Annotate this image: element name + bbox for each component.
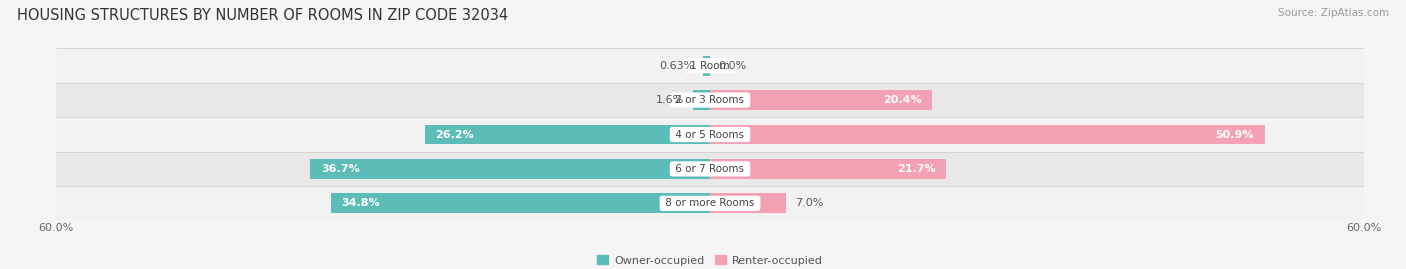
Bar <box>56 186 1364 221</box>
Bar <box>693 90 710 110</box>
Text: Source: ZipAtlas.com: Source: ZipAtlas.com <box>1278 8 1389 18</box>
Text: 8 or more Rooms: 8 or more Rooms <box>662 198 758 208</box>
Bar <box>56 117 1364 152</box>
Text: 36.7%: 36.7% <box>321 164 360 174</box>
Text: 0.63%: 0.63% <box>659 61 695 71</box>
Text: 21.7%: 21.7% <box>897 164 935 174</box>
Text: 1.6%: 1.6% <box>655 95 683 105</box>
Text: HOUSING STRUCTURES BY NUMBER OF ROOMS IN ZIP CODE 32034: HOUSING STRUCTURES BY NUMBER OF ROOMS IN… <box>17 8 508 23</box>
Legend: Owner-occupied, Renter-occupied: Owner-occupied, Renter-occupied <box>593 251 827 269</box>
Text: 26.2%: 26.2% <box>436 129 474 140</box>
Text: 2 or 3 Rooms: 2 or 3 Rooms <box>672 95 748 105</box>
Text: 50.9%: 50.9% <box>1215 129 1254 140</box>
Text: 1 Room: 1 Room <box>688 61 733 71</box>
Text: 34.8%: 34.8% <box>342 198 381 208</box>
Bar <box>703 56 710 76</box>
Bar <box>330 193 710 213</box>
Bar <box>56 152 1364 186</box>
Bar <box>710 193 786 213</box>
Bar <box>311 159 710 179</box>
Bar <box>56 83 1364 117</box>
Text: 7.0%: 7.0% <box>794 198 824 208</box>
Text: 0.0%: 0.0% <box>718 61 747 71</box>
Text: 4 or 5 Rooms: 4 or 5 Rooms <box>672 129 748 140</box>
Text: 6 or 7 Rooms: 6 or 7 Rooms <box>672 164 748 174</box>
Bar <box>710 159 946 179</box>
Bar <box>710 90 932 110</box>
Bar <box>425 125 710 144</box>
Bar <box>56 48 1364 83</box>
Bar <box>710 125 1264 144</box>
Text: 20.4%: 20.4% <box>883 95 921 105</box>
